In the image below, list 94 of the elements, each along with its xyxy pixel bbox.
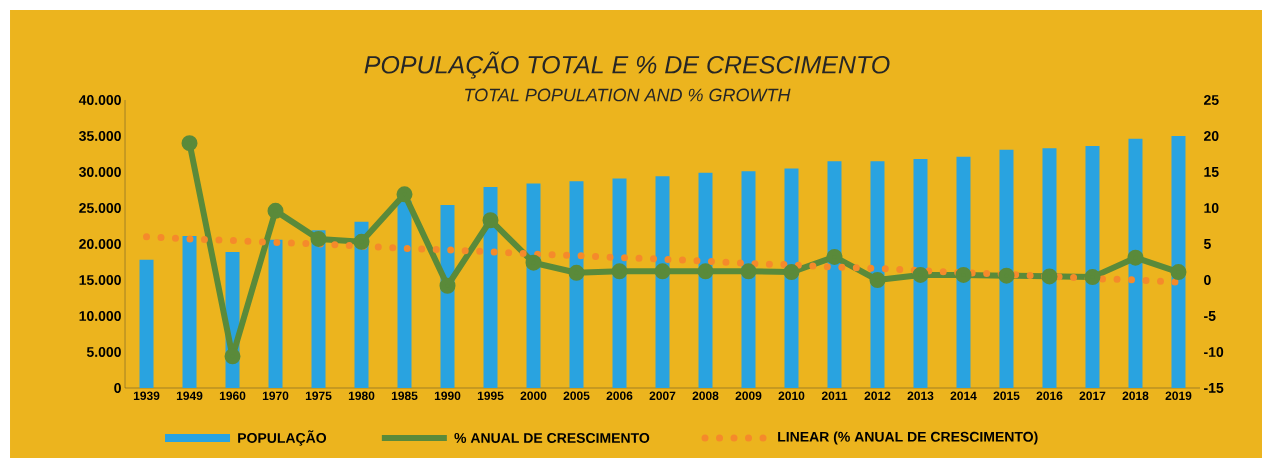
y-tick-label: 0 [114,383,121,393]
point [697,263,714,280]
bar [268,239,283,388]
point [869,271,886,288]
bar [741,171,756,388]
legend-label: LINEAR (% ANUAL DE CRESCIMENTO) [778,431,1038,445]
y-tick-label: 10.000 [79,311,121,321]
y2-tick-label: 25 [1204,95,1219,105]
bar [827,161,842,388]
y2-tick-label: 0 [1204,275,1211,285]
x-tick-label: 2014 [950,391,977,401]
x-tick-label: 1939 [133,391,160,401]
chart-subtitle: TOTAL POPULATION AND % GROWTH [465,88,791,102]
bar [784,168,799,388]
x-tick-label: 1949 [176,391,203,401]
y-tick-label: 40.000 [78,95,121,105]
y-tick-label: 25.000 [79,203,121,213]
point [310,230,327,247]
x-tick-label: 2006 [606,391,633,401]
x-tick-label: 2016 [1036,391,1063,401]
bar [612,178,627,388]
point [396,186,413,203]
x-tick-label: 2011 [821,391,848,401]
bar [397,200,412,388]
x-tick-label: 1985 [391,391,418,401]
bar [1128,138,1143,388]
bar [1171,136,1186,388]
x-tick-label: 1960 [219,391,246,401]
bar [139,259,154,388]
y-tick-label: 5.000 [86,347,121,357]
y-tick-label: 35.000 [78,131,121,141]
bar [913,159,928,388]
x-tick-label: 2019 [1165,391,1192,401]
bar [526,183,541,388]
bar [655,176,670,388]
point [998,267,1015,284]
x-tick-label: 2005 [563,391,590,401]
legend-label: POPULAÇÃO [238,430,327,446]
point [224,348,241,365]
x-tick-label: 2010 [778,391,805,401]
bar [999,149,1014,388]
bar [311,230,326,388]
point [654,263,671,280]
point [1084,269,1101,286]
point [267,202,284,219]
point [181,135,198,152]
x-tick-label: 1970 [262,391,289,401]
x-tick-label: 1990 [434,391,461,401]
x-tick-label: 1975 [305,391,332,401]
chart-title: POPULAÇÃO TOTAL E % DE CRESCIMENTO [364,51,890,79]
x-tick-label: 1980 [348,391,375,401]
y2-tick-label: 20 [1204,131,1219,141]
bar [569,181,584,388]
y-tick-label: 20.000 [79,239,121,249]
bar [182,236,197,388]
x-tick-label: 2013 [907,391,934,401]
x-tick-label: 2015 [993,391,1020,401]
y-tick-label: 15.000 [79,275,121,285]
point [482,212,499,229]
point [568,264,585,281]
point [783,264,800,281]
bar [698,172,713,388]
point [826,248,843,265]
point [955,266,972,283]
bar [1042,148,1057,388]
point [525,254,542,271]
bar [870,161,885,388]
point [611,263,628,280]
legend-label: % ANUAL DE CRESCIMENTO [454,433,650,443]
x-tick-label: 1995 [477,391,504,401]
x-tick-label: 2007 [649,391,676,401]
point [1127,249,1144,266]
point [1170,264,1187,281]
y-tick-label: 30.000 [78,167,121,177]
x-tick-label: 2012 [864,391,891,401]
y2-tick-label: 10 [1204,203,1219,213]
y2-tick-label: -5 [1204,311,1216,321]
bar [354,221,369,388]
x-tick-label: 2009 [735,391,762,401]
x-tick-label: 2008 [692,391,719,401]
x-tick-label: 2017 [1079,391,1106,401]
point [740,263,757,280]
bar [956,156,971,388]
y2-tick-label: 5 [1203,239,1211,249]
y2-tick-label: -15 [1204,383,1224,393]
point [1041,268,1058,285]
x-tick-label: 2000 [520,391,547,401]
point [439,277,456,294]
bar [1085,146,1100,388]
point [912,266,929,283]
y2-tick-label: 15 [1204,167,1219,177]
point [353,233,370,250]
y2-tick-label: -10 [1204,347,1224,357]
x-tick-label: 2018 [1122,391,1149,401]
